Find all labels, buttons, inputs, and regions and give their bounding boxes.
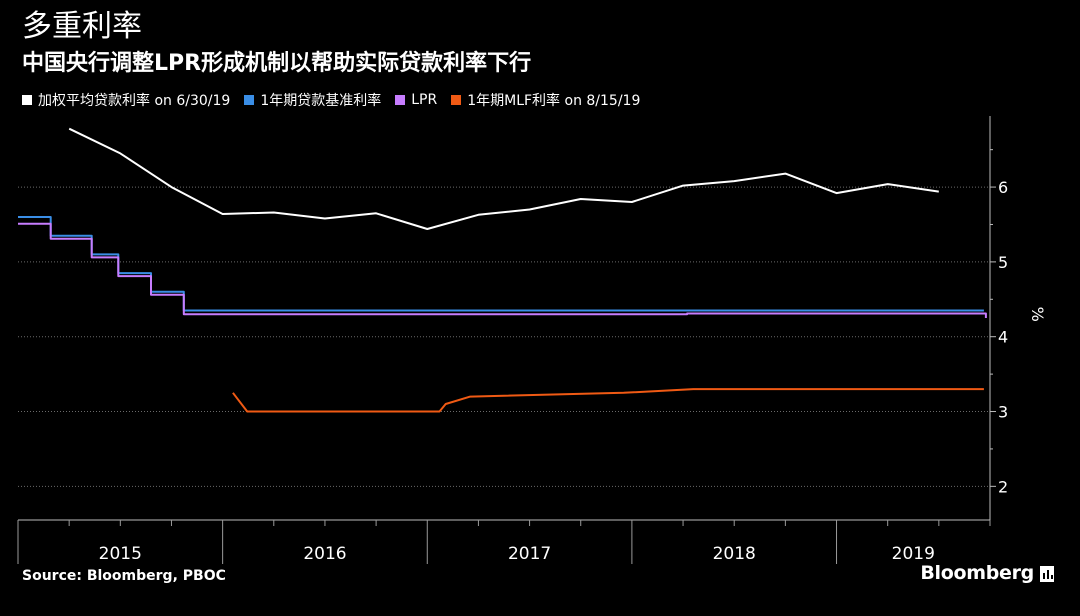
y-tick-label: 5	[998, 253, 1008, 272]
series-line-3	[232, 388, 984, 413]
x-tick-label: 2017	[508, 544, 551, 564]
legend-swatch	[244, 95, 255, 105]
legend-swatch	[395, 95, 406, 105]
chart-title: 多重利率	[22, 9, 142, 44]
chart-subtitle: 中国央行调整LPR形成机制以帮助实际贷款利率下行	[22, 51, 532, 76]
x-tick-label: 2015	[99, 544, 142, 564]
y-tick-label: 3	[998, 403, 1008, 422]
y-tick-label: 2	[998, 477, 1008, 496]
axes	[17, 116, 996, 564]
y-tick-label: 4	[998, 328, 1008, 347]
legend-label: 加权平均贷款利率 on 6/30/19	[38, 93, 231, 109]
series-line-1	[18, 216, 984, 312]
legend-item-mlf-rate: 1年期MLF利率 on 8/15/19	[451, 90, 640, 110]
tick-labels: 2 3 4 5 6 2015 2016 2017 2018 2019%	[99, 178, 1047, 564]
bloomberg-logo: Bloomberg	[920, 562, 1034, 584]
legend-label: 1年期MLF利率 on 8/15/19	[467, 93, 641, 109]
source-note: Source: Bloomberg, PBOC	[22, 568, 226, 584]
legend-swatch	[451, 95, 462, 105]
legend-swatch	[22, 95, 32, 105]
legend-item-benchmark-rate: 1年期贷款基准利率	[244, 90, 381, 110]
x-tick-label: 2018	[713, 544, 756, 564]
bloomberg-bars-icon	[1040, 566, 1054, 582]
series-line-2	[18, 222, 987, 318]
legend-label: 1年期贷款基准利率	[260, 93, 382, 109]
legend-item-weighted-avg-rate: 加权平均贷款利率 on 6/30/19	[22, 90, 230, 110]
x-tick-label: 2016	[303, 544, 346, 564]
series-line-0	[68, 127, 939, 230]
series-lines	[18, 127, 987, 413]
legend-label: LPR	[411, 92, 438, 108]
legend-item-lpr: LPR	[395, 92, 437, 108]
y-tick-label: 6	[998, 178, 1008, 197]
legend: 加权平均贷款利率 on 6/30/19 1年期贷款基准利率 LPR 1年期MLF…	[22, 90, 654, 110]
y-axis-label: %	[1028, 307, 1047, 322]
gridlines	[18, 186, 990, 487]
x-tick-label: 2019	[892, 544, 935, 564]
